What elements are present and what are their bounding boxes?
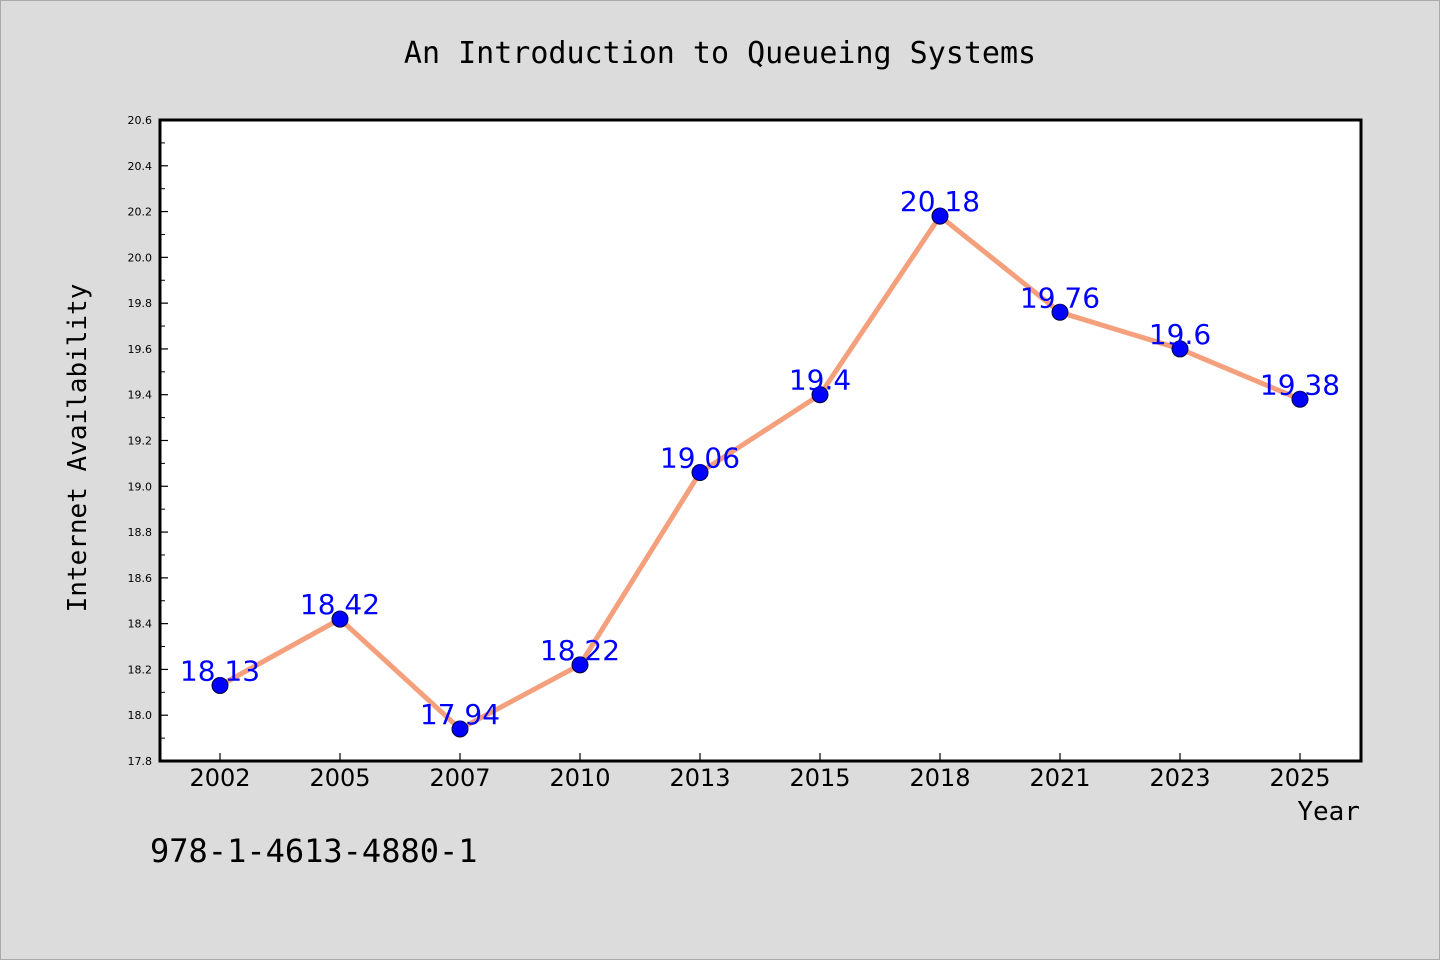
- x-tick-label: 2007: [429, 764, 490, 792]
- y-tick-label: 20.4: [128, 160, 153, 173]
- data-point: [691, 464, 709, 482]
- data-point: [571, 656, 589, 674]
- data-label: 19.4: [789, 364, 851, 397]
- y-tick-label: 19.0: [128, 480, 153, 493]
- data-label: 19.06: [660, 442, 740, 475]
- marker-layer: [211, 207, 1309, 738]
- chart-title: An Introduction to Queueing Systems: [404, 36, 1036, 71]
- y-tick-label: 18.6: [128, 572, 153, 585]
- isbn-footnote: 978-1-4613-4880-1: [150, 832, 478, 870]
- x-axis-label: Year: [1297, 797, 1360, 827]
- data-point: [811, 386, 829, 404]
- x-tick-label: 2015: [789, 764, 850, 792]
- data-label: 17.94: [420, 698, 500, 731]
- y-tick-label: 19.8: [128, 297, 153, 310]
- y-tick-label: 19.6: [128, 343, 153, 356]
- plot-frame: [158, 118, 1363, 763]
- data-label-layer: 18.13 18.42 17.94 18.22 19.06 19.4 20.18 19.76 1…: [180, 185, 1340, 731]
- x-axis-ticks: 2002 2005 2007 2010 2013 2015 2018 2021 2023 2025: [189, 753, 1331, 792]
- data-point: [211, 676, 229, 694]
- series-layer: [217, 213, 1303, 732]
- x-tick-label: 2010: [549, 764, 610, 792]
- x-tick-label: 2018: [909, 764, 970, 792]
- y-tick-label: 19.2: [128, 435, 153, 448]
- plot-area: [160, 120, 1361, 761]
- data-point: [931, 207, 949, 225]
- data-label: 19.6: [1149, 318, 1211, 351]
- data-label: 19.38: [1260, 368, 1340, 401]
- x-tick-label: 2005: [309, 764, 370, 792]
- y-tick-label: 18.2: [128, 663, 153, 676]
- data-label: 20.18: [900, 185, 980, 218]
- y-tick-label: 18.4: [128, 618, 153, 631]
- data-label: 18.22: [540, 634, 620, 667]
- x-tick-label: 2025: [1269, 764, 1330, 792]
- y-tick-label: 18.8: [128, 526, 153, 539]
- data-label: 18.42: [300, 588, 380, 621]
- data-point: [1291, 390, 1309, 408]
- x-tick-label: 2013: [669, 764, 730, 792]
- y-tick-label: 20.2: [128, 206, 153, 219]
- data-point: [1051, 303, 1069, 321]
- data-point: [451, 720, 469, 738]
- y-tick-label: 17.8: [128, 755, 153, 768]
- y-axis-ticks: 17.8 18.0 18.2 18.4 18.6 18.8 19.0 19.2 19.4 19.6…: [128, 114, 168, 768]
- y-tick-label: 19.4: [128, 389, 153, 402]
- series-line: [217, 213, 1303, 732]
- x-tick-label: 2002: [189, 764, 250, 792]
- y-tick-label: 20.0: [128, 251, 153, 264]
- data-label: 19.76: [1020, 281, 1100, 314]
- y-tick-label: 18.0: [128, 709, 153, 722]
- x-tick-label: 2021: [1029, 764, 1090, 792]
- data-label: 18.13: [180, 654, 260, 687]
- y-axis-label: Internet Availability: [63, 284, 93, 613]
- data-point: [1171, 340, 1189, 358]
- x-tick-label: 2023: [1149, 764, 1210, 792]
- data-point: [331, 610, 349, 628]
- y-tick-label: 20.6: [128, 114, 153, 127]
